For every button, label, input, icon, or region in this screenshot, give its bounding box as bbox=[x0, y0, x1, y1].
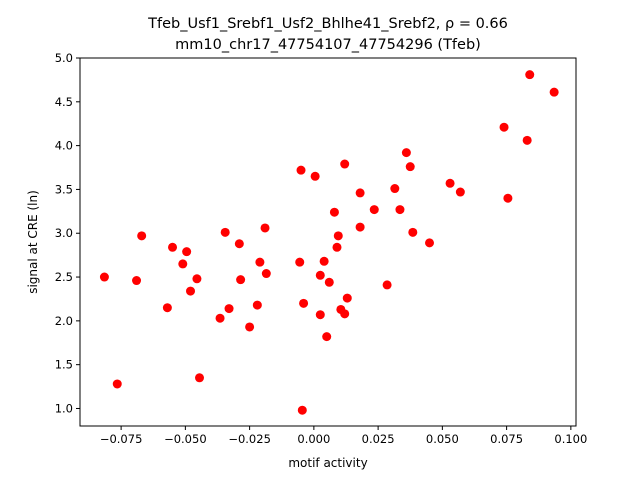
data-point bbox=[340, 309, 350, 319]
data-point bbox=[195, 373, 205, 383]
data-point bbox=[236, 275, 246, 285]
data-point bbox=[137, 231, 147, 241]
data-point bbox=[224, 304, 234, 314]
data-point bbox=[296, 165, 306, 175]
data-point bbox=[310, 171, 320, 181]
data-point bbox=[355, 188, 365, 198]
y-tick-label: 2.0 bbox=[55, 314, 73, 328]
data-point bbox=[395, 205, 405, 215]
data-point bbox=[340, 159, 350, 169]
data-point bbox=[405, 162, 415, 172]
data-point bbox=[329, 207, 339, 217]
data-point bbox=[315, 270, 325, 280]
y-axis-ticks: 1.0 1.5 2.0 2.5 3.0 3.5 4.0 4.5 5.0 bbox=[55, 51, 80, 415]
chart-title: Tfeb_Usf1_Srebf1_Usf2_Bhlhe41_Srebf2, ρ … bbox=[147, 16, 508, 32]
x-tick-label: 0.025 bbox=[362, 432, 395, 446]
data-point bbox=[390, 184, 400, 194]
data-point bbox=[220, 227, 230, 237]
data-point bbox=[132, 276, 142, 286]
data-point bbox=[299, 298, 309, 308]
y-tick-label: 4.5 bbox=[55, 95, 73, 109]
data-point bbox=[252, 300, 262, 310]
data-point bbox=[355, 222, 365, 232]
data-point bbox=[297, 405, 307, 415]
y-tick-label: 2.5 bbox=[55, 270, 73, 284]
x-tick-label: −0.025 bbox=[228, 432, 271, 446]
data-point bbox=[369, 205, 379, 215]
data-point bbox=[332, 242, 342, 252]
data-point bbox=[408, 227, 418, 237]
data-point bbox=[549, 87, 559, 97]
x-axis-label: motif activity bbox=[288, 456, 367, 470]
data-point bbox=[234, 239, 244, 249]
data-point bbox=[499, 122, 509, 132]
data-point bbox=[182, 247, 192, 257]
data-point bbox=[112, 379, 122, 389]
plot-frame bbox=[79, 57, 577, 427]
data-point bbox=[260, 223, 270, 233]
x-tick-label: 0.075 bbox=[490, 432, 523, 446]
y-tick-label: 3.0 bbox=[55, 226, 73, 240]
x-tick-label: 0.100 bbox=[554, 432, 587, 446]
data-point bbox=[445, 178, 455, 188]
data-point bbox=[503, 193, 513, 203]
data-point bbox=[162, 303, 172, 313]
data-point bbox=[324, 277, 334, 287]
data-point bbox=[333, 231, 343, 241]
y-tick-label: 3.5 bbox=[55, 182, 73, 196]
data-point bbox=[261, 269, 271, 279]
data-point bbox=[382, 280, 392, 290]
x-tick-label: −0.075 bbox=[100, 432, 143, 446]
x-tick-label: 0.000 bbox=[297, 432, 330, 446]
chart-subtitle: mm10_chr17_47754107_47754296 (Tfeb) bbox=[175, 37, 481, 53]
data-point bbox=[295, 257, 305, 267]
data-point bbox=[525, 70, 535, 80]
data-point bbox=[401, 148, 411, 158]
data-point bbox=[342, 293, 352, 303]
data-point bbox=[215, 313, 225, 323]
data-point bbox=[245, 322, 255, 332]
y-tick-label: 4.0 bbox=[55, 139, 73, 153]
data-point bbox=[192, 274, 202, 284]
y-tick-label: 1.0 bbox=[55, 401, 73, 415]
data-point bbox=[322, 332, 332, 342]
data-points bbox=[99, 70, 559, 415]
x-axis-ticks: −0.075 −0.050 −0.025 0.000 0.025 0.050 0.075 0.… bbox=[100, 426, 587, 446]
data-point bbox=[319, 256, 329, 266]
data-point bbox=[99, 272, 109, 282]
data-point bbox=[425, 238, 435, 248]
data-point bbox=[178, 259, 188, 269]
data-point bbox=[168, 242, 178, 252]
plot-area bbox=[80, 58, 576, 426]
data-point bbox=[255, 257, 265, 267]
x-tick-label: −0.050 bbox=[164, 432, 207, 446]
data-point bbox=[315, 310, 325, 320]
y-axis-label: signal at CRE (ln) bbox=[26, 190, 40, 294]
x-tick-label: 0.050 bbox=[426, 432, 459, 446]
data-point bbox=[186, 286, 196, 296]
data-point bbox=[522, 135, 532, 145]
data-point bbox=[455, 187, 465, 197]
y-tick-label: 5.0 bbox=[55, 51, 73, 65]
y-tick-label: 1.5 bbox=[55, 358, 73, 372]
